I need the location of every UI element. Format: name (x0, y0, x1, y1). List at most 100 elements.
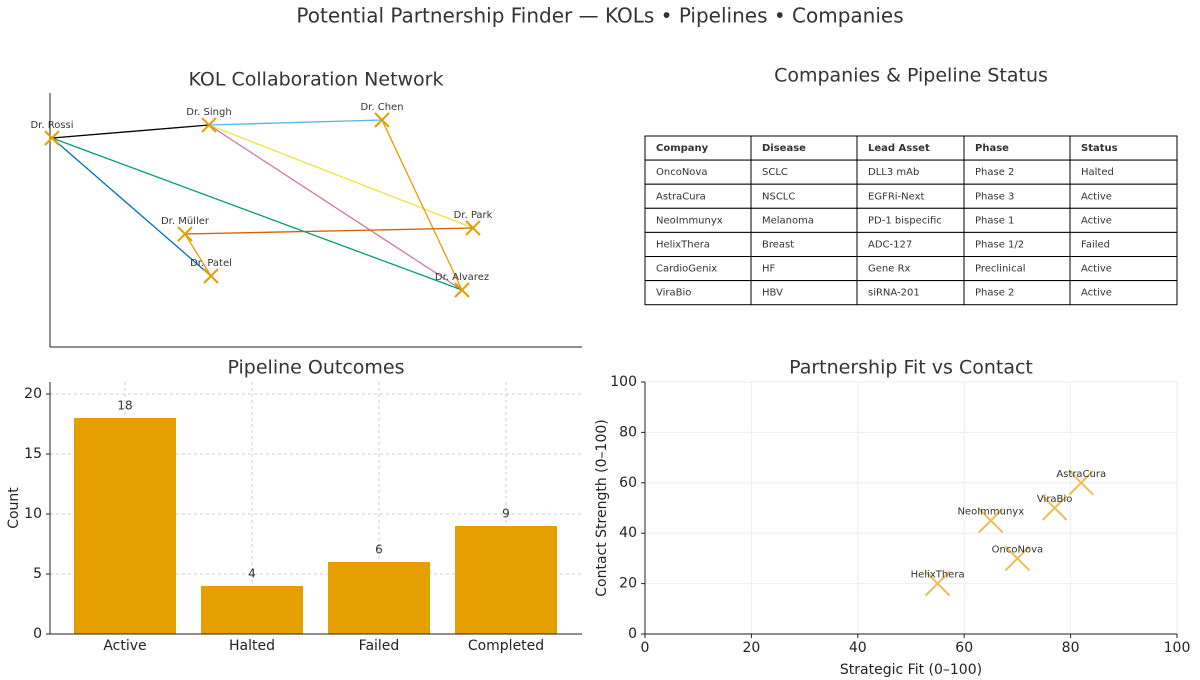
node-label: Dr. Singh (186, 107, 231, 118)
point-label: NeoImmunyx (957, 507, 1024, 518)
scatter-point (1004, 545, 1031, 572)
table-cell (750, 159, 858, 185)
value-label: 4 (248, 567, 256, 581)
bar (74, 418, 176, 634)
y-tick-label: 5 (33, 566, 42, 582)
scatter-point (1068, 470, 1094, 496)
chart-title: Partnership Fit vs Contact (789, 357, 1033, 379)
network-node (465, 220, 481, 236)
table-text: Active (1081, 264, 1112, 275)
table-cell (856, 231, 965, 257)
table-cell (1069, 256, 1178, 282)
table-text: Phase 2 (975, 288, 1014, 299)
table-cell (644, 159, 752, 185)
x-axis-label: Strategic Fit (0–100) (840, 662, 982, 678)
table-text: HBV (762, 288, 783, 299)
value-label: 9 (502, 507, 510, 521)
node-label: Dr. Park (454, 210, 493, 221)
y-tick-label: 15 (24, 446, 42, 462)
table-header: Phase (975, 143, 1009, 154)
x-tick-label: Active (103, 638, 146, 654)
table-cell (1069, 159, 1178, 185)
node-label: Dr. Patel (190, 258, 232, 269)
table-cell (963, 231, 1071, 257)
table-text: CardioGenix (656, 264, 717, 275)
table-text: Phase 3 (975, 191, 1014, 202)
y-tick-label: 0 (33, 626, 42, 642)
table-text: Failed (1081, 239, 1110, 250)
x-tick-label: 60 (955, 640, 973, 656)
x-tick-label: 0 (641, 640, 650, 656)
point-label: AstraCura (1056, 469, 1106, 480)
table-cell (644, 280, 752, 306)
table-cell (750, 183, 858, 209)
table-text: siRNA-201 (868, 288, 920, 299)
table-cell (750, 256, 858, 282)
table-text: NeoImmunyx (656, 215, 723, 226)
point-label: OncoNova (992, 544, 1043, 555)
y-tick-label: 80 (619, 424, 637, 440)
table-text: SCLC (762, 167, 788, 178)
network-edge (51, 124, 210, 139)
bar (455, 526, 557, 634)
table-cell (644, 207, 752, 233)
table-header: Disease (762, 143, 806, 154)
table-text: Phase 1 (975, 215, 1014, 226)
table-text: Active (1081, 215, 1112, 226)
table-text: Phase 2 (975, 167, 1014, 178)
table-cell (644, 183, 752, 209)
network-edge (208, 119, 383, 126)
y-tick-label: 40 (619, 525, 637, 541)
table-title: Companies & Pipeline Status (774, 65, 1048, 87)
table-text: AstraCura (656, 191, 706, 202)
point-label: ViraBio (1037, 494, 1072, 505)
y-axis-label: Contact Strength (0–100) (594, 419, 610, 596)
scatter-point (924, 570, 951, 597)
table-text: Halted (1081, 167, 1114, 178)
node-label: Dr. Rossi (30, 120, 73, 131)
x-tick-label: 40 (849, 640, 867, 656)
scatter-point (978, 507, 1004, 534)
page-title: Potential Partnership Finder — KOLs • Pi… (296, 4, 903, 28)
table-text: DLL3 mAb (868, 167, 919, 178)
bar (328, 562, 430, 634)
y-tick-label: 20 (24, 386, 42, 402)
table-cell (1069, 135, 1178, 161)
table-cell (856, 280, 965, 306)
table-text: Active (1081, 191, 1112, 202)
y-tick-label: 0 (628, 626, 637, 642)
network-node (454, 282, 470, 298)
value-label: 18 (117, 399, 132, 413)
node-label: Dr. Chen (360, 102, 403, 113)
table-text: HelixThera (656, 239, 710, 250)
x-tick-label: Halted (229, 638, 275, 654)
network-node (177, 226, 193, 242)
x-tick-label: 80 (1062, 640, 1080, 656)
bar (201, 586, 303, 634)
x-tick-label: Completed (468, 638, 544, 654)
table-cell (1069, 231, 1178, 257)
table-header: Company (656, 143, 709, 154)
table-text: Phase 1/2 (975, 239, 1024, 250)
node-label: Dr. Müller (161, 216, 210, 227)
network-node (44, 130, 60, 146)
table-cell (644, 231, 752, 257)
value-label: 6 (375, 543, 383, 557)
point-label: HelixThera (911, 570, 965, 581)
table-cell (856, 159, 965, 185)
network-edge (51, 137, 212, 277)
table-text: Melanoma (762, 215, 814, 226)
x-tick-label: Failed (359, 638, 400, 654)
table-text: Preclinical (975, 264, 1025, 275)
table-header: Lead Asset (868, 143, 930, 154)
table-text: EGFRi-Next (868, 191, 925, 202)
table-text: HF (762, 264, 776, 275)
table-text: PD-1 bispecific (868, 215, 942, 226)
y-tick-label: 100 (610, 374, 637, 390)
x-tick-label: 100 (1164, 640, 1191, 656)
table-text: ADC-127 (868, 239, 912, 250)
table-cell (963, 256, 1071, 282)
table-cell (963, 280, 1071, 306)
